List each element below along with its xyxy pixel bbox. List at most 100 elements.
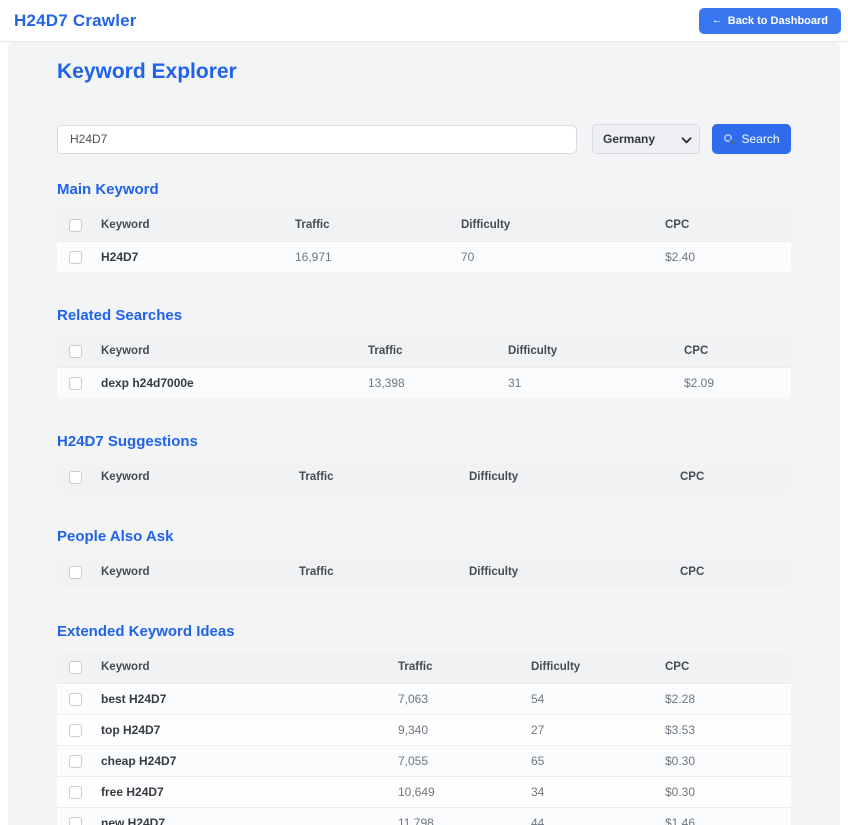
country-select[interactable]: Germany [592, 124, 700, 154]
section-people-also-ask: People Also Ask Keyword Traffic Difficulty C… [57, 527, 791, 588]
cell-traffic: 11,798 [390, 807, 523, 825]
column-header-cpc: CPC [657, 210, 791, 241]
back-to-dashboard-button[interactable]: ← Back to Dashboard [698, 7, 841, 34]
search-row: Germany Search [57, 124, 791, 154]
cell-traffic: 7,063 [390, 683, 523, 714]
select-all-checkbox[interactable] [69, 345, 82, 358]
cell-difficulty: 31 [500, 367, 676, 398]
cell-difficulty: 34 [523, 776, 657, 807]
column-header-traffic: Traffic [360, 336, 500, 367]
column-header-difficulty: Difficulty [500, 336, 676, 367]
table-header-row: Keyword Traffic Difficulty CPC [57, 557, 791, 588]
cell-difficulty: 44 [523, 807, 657, 825]
column-header-keyword: Keyword [93, 336, 360, 367]
select-all-checkbox[interactable] [69, 661, 82, 674]
column-header-traffic: Traffic [291, 557, 461, 588]
row-checkbox[interactable] [69, 816, 82, 825]
cell-traffic: 9,340 [390, 714, 523, 745]
column-header-traffic: Traffic [291, 462, 461, 493]
cell-traffic: 7,055 [390, 745, 523, 776]
cell-cpc: $1.46 [657, 807, 791, 825]
cell-keyword: new H24D7 [93, 807, 390, 825]
row-checkbox[interactable] [69, 250, 82, 264]
select-all-checkbox[interactable] [69, 219, 82, 232]
table-header-row: Keyword Traffic Difficulty CPC [57, 462, 791, 493]
search-button-label: Search [741, 132, 780, 146]
section-extended-keyword-ideas: Extended Keyword Ideas Keyword Traffic Diff… [57, 622, 791, 825]
table-row: H24D7 16,971 70 $2.40 [57, 241, 791, 272]
section-suggestions: H24D7 Suggestions Keyword Traffic Difficult… [57, 432, 791, 493]
cell-cpc: $0.30 [657, 776, 791, 807]
cell-keyword: H24D7 [93, 241, 287, 272]
search-button[interactable]: Search [712, 124, 791, 154]
column-header-traffic: Traffic [287, 210, 453, 241]
cell-cpc: $2.09 [676, 367, 791, 398]
cell-cpc: $0.30 [657, 745, 791, 776]
table-row: dexp h24d7000e 13,398 31 $2.09 [57, 367, 791, 398]
keyword-table-extended-keyword-ideas: Keyword Traffic Difficulty CPC best H24D7 7,0… [57, 652, 791, 825]
column-header-traffic: Traffic [390, 652, 523, 683]
cell-traffic: 13,398 [360, 367, 500, 398]
page-title: Keyword Explorer [57, 60, 237, 83]
column-header-cpc: CPC [676, 336, 791, 367]
keyword-table-main-keyword: Keyword Traffic Difficulty CPC H24D7 16,971 70… [57, 210, 791, 272]
cell-difficulty: 65 [523, 745, 657, 776]
table-row: best H24D7 7,063 54 $2.28 [57, 683, 791, 714]
keyword-table-related-searches: Keyword Traffic Difficulty CPC dexp h24d7000… [57, 336, 791, 398]
row-checkbox[interactable] [69, 723, 82, 737]
row-checkbox[interactable] [69, 785, 82, 799]
country-select-wrap: Germany [592, 124, 700, 154]
column-header-keyword: Keyword [93, 652, 390, 683]
table-header-row: Keyword Traffic Difficulty CPC [57, 652, 791, 683]
cell-cpc: $2.40 [657, 241, 791, 272]
column-header-cpc: CPC [672, 557, 791, 588]
row-checkbox[interactable] [69, 692, 82, 706]
row-checkbox[interactable] [69, 376, 82, 390]
cell-difficulty: 70 [453, 241, 657, 272]
table-header-row: Keyword Traffic Difficulty CPC [57, 210, 791, 241]
sections-root: Main Keyword Keyword Traffic Difficulty CPC H… [57, 180, 791, 825]
table-row: free H24D7 10,649 34 $0.30 [57, 776, 791, 807]
content-panel: Keyword Explorer Germany Search Main Key… [8, 42, 840, 825]
select-all-checkbox[interactable] [69, 566, 82, 579]
section-main-keyword: Main Keyword Keyword Traffic Difficulty CPC H… [57, 180, 791, 272]
table-header-row: Keyword Traffic Difficulty CPC [57, 336, 791, 367]
keyword-table-suggestions: Keyword Traffic Difficulty CPC [57, 462, 791, 493]
column-header-difficulty: Difficulty [523, 652, 657, 683]
section-title-people-also-ask: People Also Ask [57, 528, 174, 545]
column-header-keyword: Keyword [93, 462, 291, 493]
cell-cpc: $3.53 [657, 714, 791, 745]
column-header-cpc: CPC [657, 652, 791, 683]
cell-keyword: dexp h24d7000e [93, 367, 360, 398]
section-title-extended-keyword-ideas: Extended Keyword Ideas [57, 623, 235, 640]
table-row: top H24D7 9,340 27 $3.53 [57, 714, 791, 745]
cell-traffic: 16,971 [287, 241, 453, 272]
cell-difficulty: 27 [523, 714, 657, 745]
column-header-difficulty: Difficulty [461, 462, 672, 493]
search-icon [723, 133, 735, 145]
select-all-checkbox[interactable] [69, 471, 82, 484]
cell-cpc: $2.28 [657, 683, 791, 714]
top-bar: H24D7 Crawler ← Back to Dashboard [0, 0, 848, 42]
cell-keyword: best H24D7 [93, 683, 390, 714]
keyword-search-input[interactable] [57, 124, 577, 154]
row-checkbox[interactable] [69, 754, 82, 768]
keyword-table-people-also-ask: Keyword Traffic Difficulty CPC [57, 557, 791, 588]
cell-difficulty: 54 [523, 683, 657, 714]
cell-keyword: free H24D7 [93, 776, 390, 807]
section-title-main-keyword: Main Keyword [57, 181, 159, 198]
column-header-difficulty: Difficulty [453, 210, 657, 241]
column-header-keyword: Keyword [93, 210, 287, 241]
cell-keyword: top H24D7 [93, 714, 390, 745]
section-title-suggestions: H24D7 Suggestions [57, 433, 198, 450]
column-header-difficulty: Difficulty [461, 557, 672, 588]
app-title: H24D7 Crawler [14, 10, 137, 30]
section-related-searches: Related Searches Keyword Traffic Difficulty… [57, 306, 791, 398]
back-arrow-icon: ← [711, 14, 723, 26]
cell-traffic: 10,649 [390, 776, 523, 807]
back-button-label: Back to Dashboard [727, 14, 828, 27]
cell-keyword: cheap H24D7 [93, 745, 390, 776]
table-row: new H24D7 11,798 44 $1.46 [57, 807, 791, 825]
section-title-related-searches: Related Searches [57, 307, 183, 324]
column-header-cpc: CPC [672, 462, 791, 493]
